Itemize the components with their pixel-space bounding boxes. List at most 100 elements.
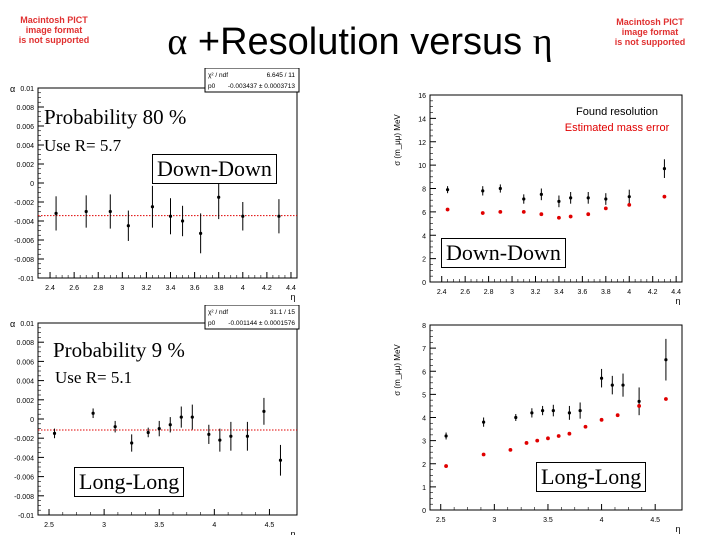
x-tick-label: 2.4 <box>437 289 447 296</box>
pict-line: image format <box>25 25 83 35</box>
chart-resolution-longlong: 8 7 6 5 4 3 2 1 0 2.5 3 3.5 4 4.5 η σ (m_μμ) MeV <box>393 323 683 534</box>
x-tick-label: 4.5 <box>265 522 275 529</box>
found-resolution-point <box>551 408 555 413</box>
pict-line: image format <box>621 27 679 37</box>
x-tick-label: 3 <box>120 285 124 292</box>
found-resolution-point <box>530 411 534 415</box>
estimated-error-point <box>546 436 550 441</box>
probability-9-label: Probability 9 % <box>53 338 185 363</box>
x-tick-label: 4 <box>212 522 216 529</box>
data-point <box>229 434 233 438</box>
downdown-label-right: Down-Down <box>441 238 566 268</box>
x-tick-label: 3 <box>102 522 106 529</box>
pict-line: Macintosh PICT <box>616 17 684 27</box>
y-tick-label: 3 <box>422 439 426 446</box>
y-tick-label: 4 <box>422 416 426 423</box>
use-r-51-label: Use R= 5.1 <box>55 368 133 388</box>
pict-line: is not supported <box>614 37 686 47</box>
stats-value: 31.1 / 15 <box>270 309 296 316</box>
x-tick-label: 3.6 <box>190 285 200 292</box>
found-resolution-point <box>569 196 573 200</box>
y-tick-label: 0 <box>422 280 426 287</box>
y-tick-label: -0.01 <box>18 513 34 520</box>
estimated-error-point <box>521 209 526 214</box>
x-tick-label: 3.5 <box>543 517 553 524</box>
found-resolution-point <box>664 358 668 362</box>
use-r-57-label: Use R= 5.7 <box>44 136 122 156</box>
estimated-error-point <box>583 424 588 429</box>
stats-value: -0.003437 ± 0.0003713 <box>228 83 296 90</box>
found-resolution-point <box>662 167 667 171</box>
stats-box <box>204 68 300 93</box>
found-resolution-point <box>599 376 604 380</box>
found-resolution-point <box>627 195 631 199</box>
estimated-error-point <box>445 207 450 212</box>
stats-box <box>204 305 300 330</box>
data-point <box>157 427 161 431</box>
y-tick-label: 0 <box>30 417 34 424</box>
y-tick-label: 2 <box>422 462 426 469</box>
x-tick-label: 3.8 <box>601 289 611 296</box>
y-tick-label: 6 <box>422 369 426 376</box>
x-tick-label: 3 <box>510 289 514 296</box>
y-axis-title: α <box>10 319 15 329</box>
found-resolution-point <box>482 420 486 424</box>
data-point <box>84 209 88 214</box>
data-point <box>262 409 266 413</box>
estimated-error-point <box>599 417 604 422</box>
y-tick-label: -0.01 <box>18 276 34 283</box>
y-tick-label: -0.002 <box>14 200 34 207</box>
x-tick-label: 3.8 <box>214 285 224 292</box>
y-tick-label: 0.002 <box>16 162 34 169</box>
y-tick-label: 0.004 <box>16 143 34 150</box>
stats-key: χ² / ndf <box>208 309 228 316</box>
y-tick-label: 8 <box>422 187 426 194</box>
y-tick-label: 0.006 <box>16 359 34 366</box>
y-tick-label: 14 <box>418 116 426 123</box>
y-axis-title: σ (m_μμ) MeV <box>393 344 402 396</box>
y-tick-label: 10 <box>418 163 426 170</box>
data-point <box>54 211 58 215</box>
estimated-error-point <box>498 209 503 214</box>
title-text: +Resolution versus <box>187 21 533 63</box>
y-axis-title: α <box>10 84 15 94</box>
y-tick-label: 0.008 <box>16 340 34 347</box>
x-tick-label: 3.2 <box>142 285 152 292</box>
data-point <box>217 195 221 199</box>
x-tick-label: 4.2 <box>648 289 658 296</box>
data-point <box>199 231 203 235</box>
stats-key: χ² / ndf <box>208 72 228 79</box>
x-tick-label: 4.5 <box>650 517 660 524</box>
y-tick-label: 5 <box>422 392 426 399</box>
data-point <box>168 423 172 427</box>
found-resolution-point <box>621 383 625 387</box>
estimated-error-point <box>539 212 544 217</box>
x-tick-label: 3.4 <box>166 285 176 292</box>
x-tick-label: 2.8 <box>484 289 494 296</box>
estimated-error-point <box>615 413 620 418</box>
data-point <box>130 441 134 445</box>
y-tick-label: 0 <box>30 181 34 188</box>
y-axis-title: σ (m_μμ) MeV <box>393 114 402 166</box>
found-resolution-point <box>481 189 485 193</box>
y-tick-label: 7 <box>422 346 426 353</box>
x-tick-label: 3.5 <box>154 522 164 529</box>
data-point <box>91 411 95 415</box>
found-resolution-point <box>578 408 582 413</box>
y-tick-label: 2 <box>422 257 426 264</box>
estimated-error-point <box>664 397 668 401</box>
stats-key: p0 <box>208 320 216 327</box>
y-tick-label: 0.01 <box>20 86 34 93</box>
x-tick-label: 2.6 <box>460 289 470 296</box>
estimated-error-point <box>444 464 448 468</box>
longlong-label-left: Long-Long <box>74 467 185 497</box>
x-axis-title: η <box>290 529 295 535</box>
x-tick-label: 2.4 <box>45 285 55 292</box>
found-resolution-point <box>586 196 590 200</box>
pict-placeholder-right: Macintosh PICT image format is not suppo… <box>585 17 715 47</box>
found-resolution-point <box>498 186 502 191</box>
estimated-error-point <box>508 447 513 452</box>
x-tick-label: 4.2 <box>262 285 272 292</box>
data-point <box>126 224 130 228</box>
y-tick-label: 0.006 <box>16 124 34 131</box>
